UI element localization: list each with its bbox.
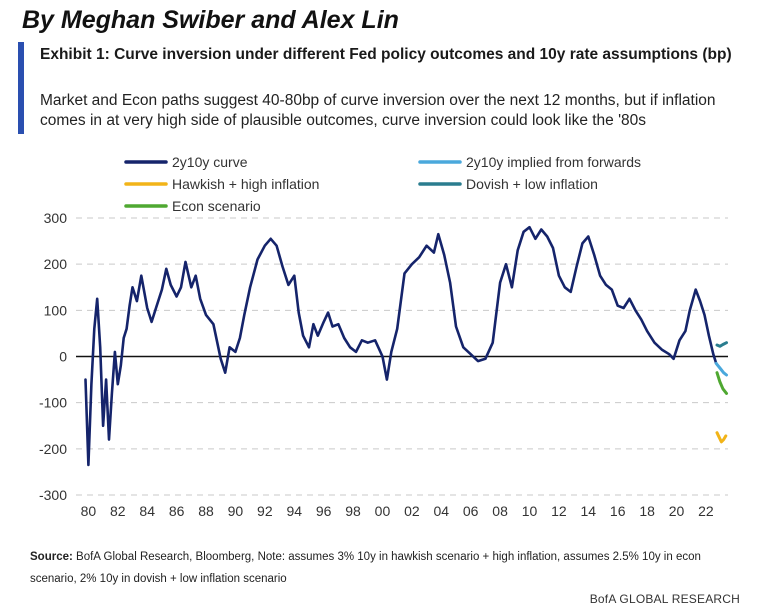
series-line-3 — [715, 341, 728, 348]
x-tick-label: 22 — [698, 503, 714, 519]
x-tick-label: 92 — [257, 503, 273, 519]
x-tick-label: 80 — [81, 503, 97, 519]
y-tick-label: -100 — [39, 395, 67, 411]
x-tick-label: 06 — [463, 503, 479, 519]
y-tick-label: -200 — [39, 441, 67, 457]
legend-label-2: Hawkish + high inflation — [172, 176, 319, 192]
source-text: BofA Global Research, Bloomberg, Note: a… — [30, 551, 701, 585]
x-tick-label: 90 — [228, 503, 244, 519]
x-tick-label: 88 — [198, 503, 214, 519]
x-tick-label: 98 — [345, 503, 361, 519]
x-tick-label: 00 — [375, 503, 391, 519]
line-chart: 2y10y curve 2y10y implied from forwards Ha… — [39, 154, 728, 519]
x-tick-label: 04 — [433, 503, 449, 519]
legend-label-3: Dovish + low inflation — [466, 176, 598, 192]
y-tick-label: 200 — [44, 256, 68, 272]
y-tick-label: 300 — [44, 210, 68, 226]
x-tick-label: 82 — [110, 503, 126, 519]
series-line-1 — [714, 361, 728, 377]
y-tick-label: 0 — [59, 349, 67, 365]
x-tick-label: 14 — [581, 503, 597, 519]
source-label: Source: — [30, 551, 73, 563]
legend-label-4: Econ scenario — [172, 198, 261, 214]
legend-label-0: 2y10y curve — [172, 154, 248, 170]
x-tick-label: 84 — [139, 503, 155, 519]
x-tick-label: 18 — [639, 503, 655, 519]
x-tick-label: 94 — [286, 503, 302, 519]
chart-series — [84, 225, 728, 467]
x-tick-label: 96 — [316, 503, 332, 519]
source-note: Source: BofA Global Research, Bloomberg,… — [30, 546, 750, 590]
x-tick-label: 02 — [404, 503, 420, 519]
title-accent-bar — [18, 42, 24, 134]
y-tick-label: -300 — [39, 487, 67, 503]
x-tick-label: 10 — [522, 503, 538, 519]
exhibit-title: Exhibit 1: Curve inversion under differe… — [40, 46, 732, 63]
x-tick-label: 86 — [169, 503, 185, 519]
x-tick-label: 08 — [492, 503, 508, 519]
chart-legend: 2y10y curve 2y10y implied from forwards Ha… — [124, 154, 641, 214]
y-axis: 300 200 100 0 -100 -200 -300 — [39, 210, 67, 503]
x-tick-label: 12 — [551, 503, 567, 519]
series-line-4 — [715, 371, 728, 395]
series-line-2 — [715, 431, 728, 444]
x-tick-label: 20 — [669, 503, 685, 519]
series-line-0 — [84, 225, 718, 467]
exhibit-subtitle: Market and Econ paths suggest 40-80bp of… — [40, 92, 716, 129]
chart-grid — [76, 217, 728, 496]
legend-label-1: 2y10y implied from forwards — [466, 154, 641, 170]
x-axis: 80 82 84 86 88 90 92 94 96 98 00 02 04 06 08 10 12 14 16 18… — [81, 503, 714, 519]
brand-footer: BofA GLOBAL RESEARCH — [589, 592, 740, 606]
y-tick-label: 100 — [44, 302, 68, 318]
x-tick-label: 16 — [610, 503, 626, 519]
byline: By Meghan Swiber and Alex Lin — [22, 6, 399, 34]
